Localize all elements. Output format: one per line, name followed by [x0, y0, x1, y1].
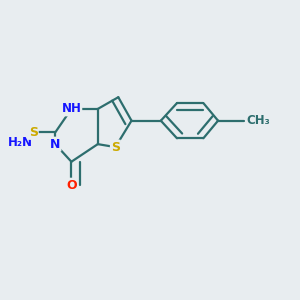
Text: H₂N: H₂N	[8, 136, 33, 149]
Text: CH₃: CH₃	[246, 114, 270, 127]
Text: O: O	[66, 179, 77, 192]
Text: S: S	[111, 141, 120, 154]
Text: N: N	[50, 138, 60, 151]
Text: S: S	[29, 126, 38, 139]
Text: NH: NH	[61, 102, 81, 116]
